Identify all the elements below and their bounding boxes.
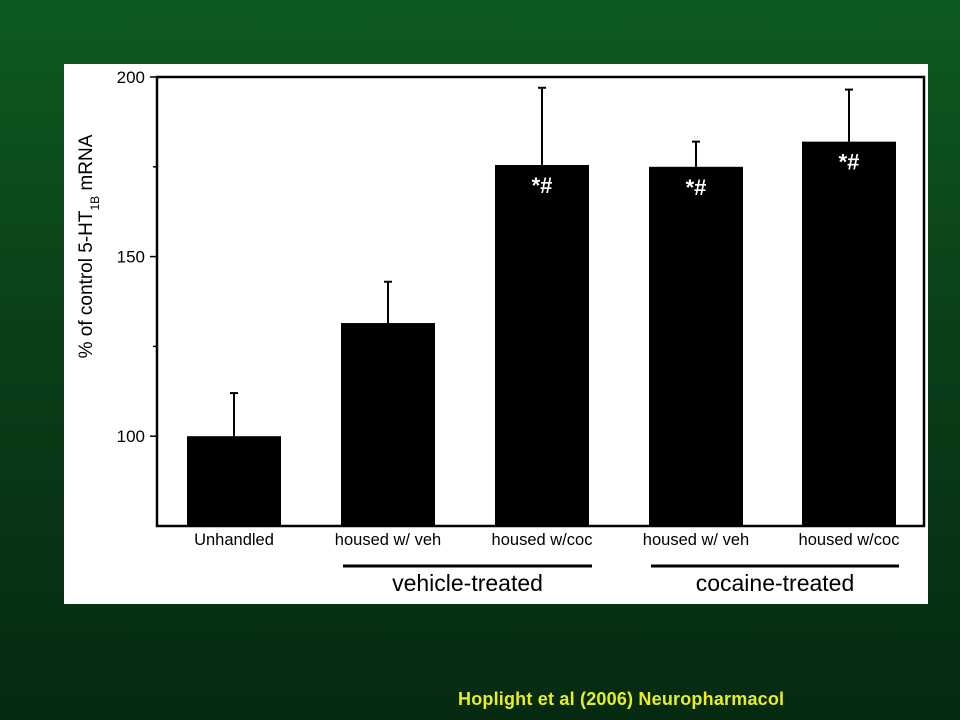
citation: Hoplight et al (2006) Neuropharmacol [458, 689, 785, 709]
bar-4 [802, 141, 896, 526]
y-axis-label-suffix: mRNA [76, 134, 97, 196]
group-label-1: cocaine-treated [696, 570, 855, 596]
chart-panel: % of control 5-HT1B mRNA 100 150 200 *# *# *… [64, 64, 928, 604]
category-label-0: Unhandled [194, 531, 274, 549]
annotation-2: *# [532, 173, 553, 198]
y-tick-label-150: 150 [117, 248, 145, 267]
y-axis-label-text: % of control 5-HT1B mRNA [76, 134, 102, 358]
bar-0 [187, 436, 281, 526]
category-label-2: housed w/coc [492, 531, 593, 549]
bar-3 [649, 166, 743, 527]
error-bars [230, 86, 853, 437]
y-axis-label-prefix: % of control 5-HT [76, 210, 97, 358]
bars [187, 141, 896, 527]
bar-1 [341, 323, 435, 526]
y-tick-label-200: 200 [117, 68, 145, 87]
y-axis-label: % of control 5-HT1B mRNA [76, 134, 102, 358]
y-axis-ticks: 100 150 200 [117, 68, 157, 446]
category-label-4: housed w/coc [799, 531, 900, 549]
group-labels: vehicle-treated cocaine-treated [343, 564, 899, 596]
bar-2 [495, 165, 589, 526]
annotation-4: *# [839, 150, 860, 175]
plot-frame [155, 75, 926, 528]
group-label-0: vehicle-treated [392, 570, 543, 596]
category-label-3: housed w/ veh [643, 531, 749, 549]
category-labels: Unhandled housed w/ veh housed w/coc housed… [194, 531, 899, 549]
y-tick-label-100: 100 [117, 427, 145, 446]
y-axis-label-subscript: 1B [88, 196, 102, 211]
annotation-3: *# [686, 175, 707, 200]
category-label-1: housed w/ veh [335, 531, 441, 549]
significance-annotations: *# *# *# [532, 150, 860, 200]
